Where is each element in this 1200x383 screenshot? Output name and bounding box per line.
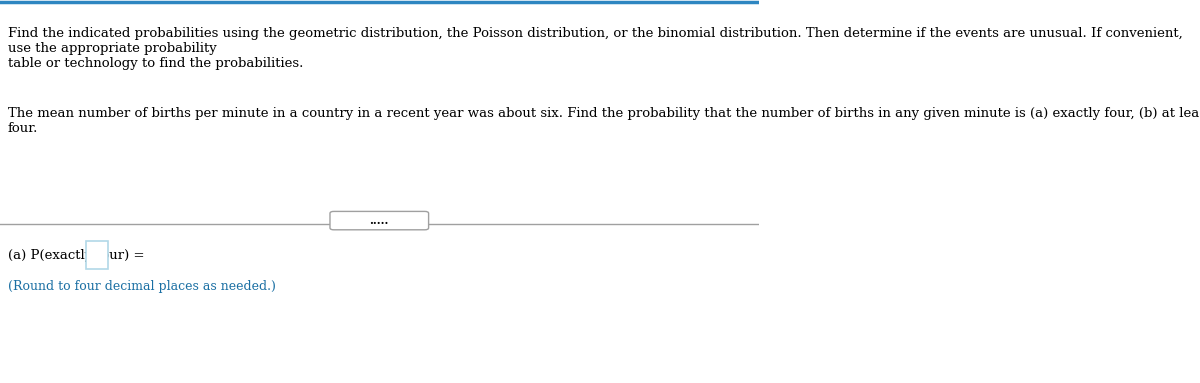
- Text: (a) P(exactly four) =: (a) P(exactly four) =: [7, 249, 144, 262]
- Text: .....: .....: [370, 215, 389, 226]
- Text: The mean number of births per minute in a country in a recent year was about six: The mean number of births per minute in …: [7, 107, 1200, 135]
- FancyBboxPatch shape: [330, 211, 428, 230]
- Text: Find the indicated probabilities using the geometric distribution, the Poisson d: Find the indicated probabilities using t…: [7, 27, 1182, 70]
- Text: (Round to four decimal places as needed.): (Round to four decimal places as needed.…: [7, 280, 276, 293]
- FancyBboxPatch shape: [85, 241, 108, 269]
